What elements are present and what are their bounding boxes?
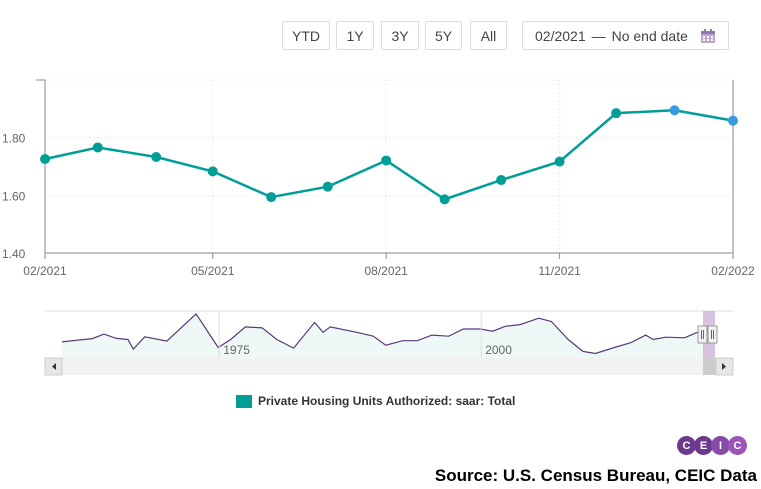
data-point [728, 115, 738, 126]
data-point [92, 142, 103, 153]
x-tick-label: 02/2021 [23, 264, 67, 278]
y-tick-label: 1.80 [2, 132, 26, 146]
data-point [611, 108, 622, 119]
arrow-left-icon [52, 363, 56, 370]
y-tick-label: 1.40 [2, 247, 26, 261]
series-line [44, 109, 734, 201]
date-separator: — [591, 27, 606, 44]
logo-letter: E [694, 436, 713, 455]
range-3y-button[interactable]: 3Y [381, 21, 419, 50]
x-tick-label: 05/2021 [191, 264, 235, 278]
legend-label: Private Housing Units Authorized: saar: … [258, 394, 516, 408]
calendar-icon[interactable] [700, 28, 716, 44]
x-tick-label: 11/2021 [538, 264, 581, 278]
navigator-handle[interactable] [697, 325, 708, 344]
legend-swatch [236, 394, 252, 408]
date-range-picker[interactable]: 02/2021 — No end date [522, 21, 729, 50]
date-end: No end date [611, 27, 688, 44]
navigator-area [62, 313, 705, 358]
range-all-button[interactable]: All [470, 21, 507, 50]
data-point [322, 181, 333, 192]
range-5y-button[interactable]: 5Y [425, 21, 462, 50]
arrow-right-icon [722, 363, 726, 370]
data-point [439, 194, 450, 205]
source-note: Source: U.S. Census Bureau, CEIC Data [434, 466, 757, 485]
logo-letter: C [728, 436, 747, 455]
y-tick-label: 1.60 [2, 189, 26, 203]
legend-item[interactable]: Private Housing Units Authorized: saar: … [236, 394, 515, 408]
navigator-tick-label: 2000 [485, 343, 512, 357]
x-tick-label: 02/2022 [711, 264, 755, 278]
data-point [669, 105, 680, 116]
line-chart: 1.40 1.60 1.80 02/2021 05/2021 08/2021 11/2021… [2, 79, 755, 376]
scrollbar-track[interactable] [45, 358, 733, 375]
data-point [40, 154, 50, 165]
range-ytd-button[interactable]: YTD [282, 21, 330, 50]
x-tick-label: 08/2021 [364, 264, 408, 278]
scrollbar-thumb[interactable] [703, 358, 716, 375]
data-point [207, 166, 218, 177]
logo-letter: I [711, 436, 730, 455]
date-start: 02/2021 [535, 27, 586, 44]
logo-letter: C [677, 436, 696, 455]
range-1y-button[interactable]: 1Y [336, 21, 374, 50]
data-point [266, 192, 277, 203]
navigator-line [61, 312, 705, 355]
data-point [151, 151, 162, 162]
data-point [381, 155, 392, 166]
navigator-tick-label: 1975 [223, 343, 250, 357]
data-point [554, 156, 565, 167]
data-point [496, 175, 507, 186]
navigator-handle[interactable] [707, 325, 718, 344]
